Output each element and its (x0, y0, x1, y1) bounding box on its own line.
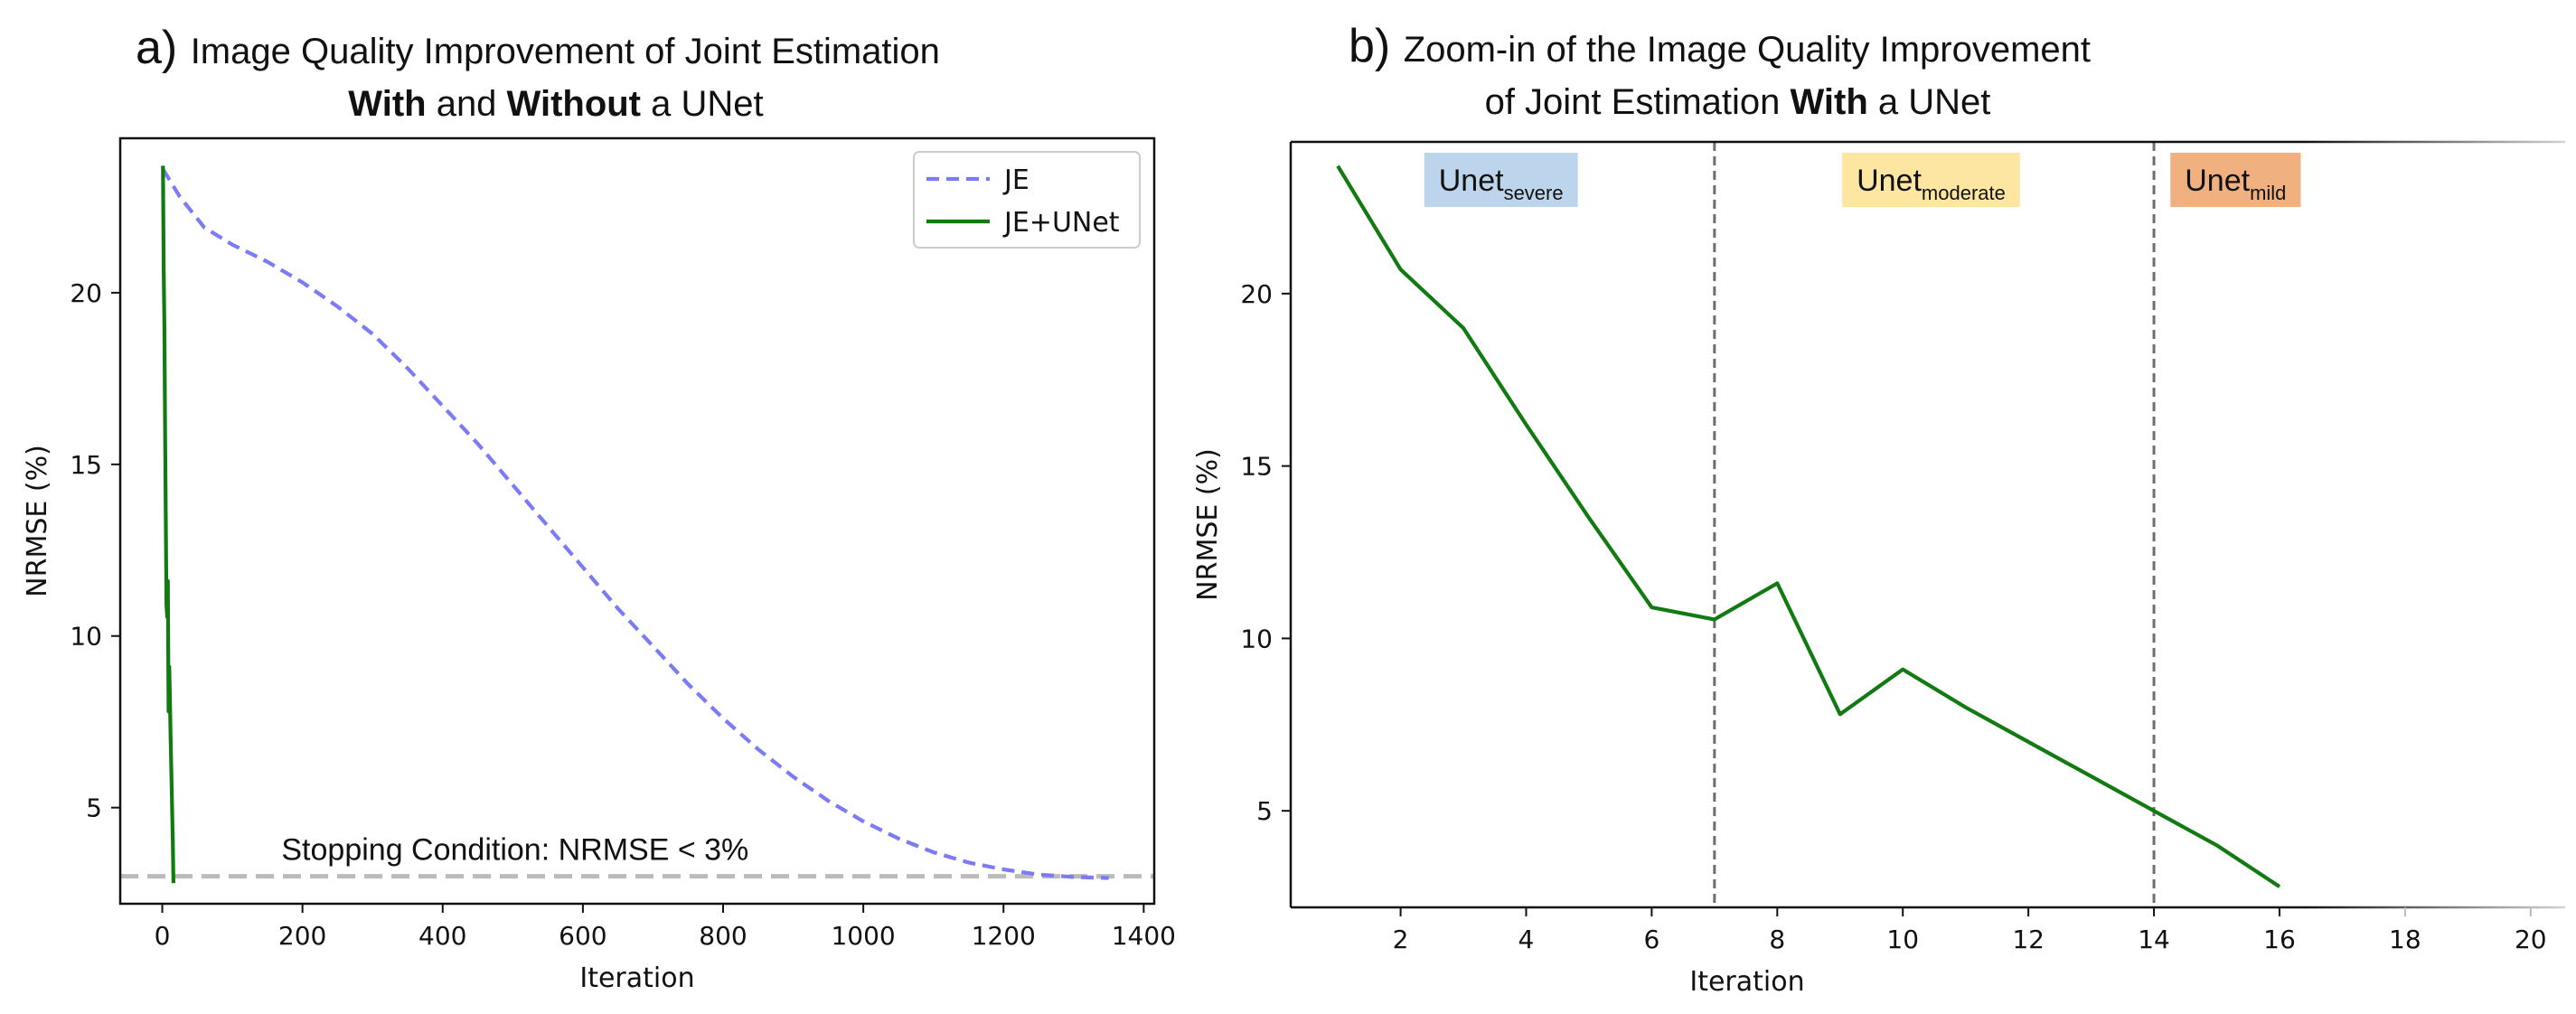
x-tick-label: 6 (1643, 925, 1659, 954)
y-tick-label: 15 (70, 450, 102, 480)
x-axis-label: Iteration (579, 962, 694, 994)
region-label-box (1842, 153, 2020, 207)
y-tick-label: 10 (70, 622, 102, 652)
x-tick-label: 14 (2138, 925, 2170, 954)
region-label: Unetmoderate (1842, 153, 2020, 207)
y-tick-label: 5 (86, 793, 102, 823)
legend-box (913, 151, 1141, 249)
y-tick-label: 10 (1240, 624, 1273, 653)
series-group (1336, 164, 2281, 888)
title-part: With (348, 84, 426, 124)
panel-letter: b) (1349, 20, 1404, 72)
panel-letter: a) (136, 22, 191, 74)
x-tick-label: 0 (155, 921, 171, 951)
x-tick-label: 800 (699, 921, 747, 951)
fade-overlay (2304, 138, 2576, 958)
title-part: and (427, 84, 507, 124)
series-line-je-unet (161, 165, 175, 884)
chart-title: a) Image Quality Improvement of Joint Es… (136, 22, 940, 74)
region-label-text: Unetsevere (1439, 164, 1564, 204)
panel-b-chart: b) Zoom-in of the Image Quality Improvem… (1192, 20, 2576, 998)
region-label-text: Unetmild (2185, 164, 2286, 204)
region-label-main: Unet (1857, 164, 1922, 198)
x-tick-label: 8 (1769, 925, 1785, 954)
title-part: of Joint Estimation (1485, 82, 1791, 122)
series-group (161, 165, 1109, 884)
axes-frame (118, 136, 1156, 906)
title-part: With (1791, 82, 1868, 122)
x-tick-label: 18 (2389, 925, 2421, 954)
panel-a-chart: a) Image Quality Improvement of Joint Es… (22, 22, 1176, 994)
y-tick-label: 20 (1240, 279, 1273, 309)
region-label-box (1424, 153, 1578, 207)
title-part: a UNet (1868, 82, 1991, 122)
title-part: a UNet (641, 84, 764, 124)
region-label-main: Unet (2185, 164, 2250, 198)
chart-title-line2: With and Without a UNet (348, 84, 763, 124)
x-tick-label: 600 (559, 921, 606, 951)
legend-label: JE+UNet (1002, 207, 1120, 239)
chart-title-line1: Zoom-in of the Image Quality Improvement (1404, 30, 2091, 70)
y-tick-label: 20 (70, 278, 102, 308)
x-tick-label: 400 (418, 921, 466, 951)
region-label-sub: moderate (1922, 182, 2006, 204)
x-axis-label: Iteration (1689, 966, 1804, 998)
x-tick-label: 10 (1886, 925, 1919, 954)
x-tick-label: 20 (2515, 925, 2547, 954)
x-tick-label: 200 (278, 921, 326, 951)
region-label: Unetsevere (1424, 153, 1578, 207)
series-line-je (161, 168, 1109, 880)
region-label-sub: severe (1504, 182, 1564, 204)
region-label-main: Unet (1439, 164, 1504, 198)
y-tick-label: 5 (1256, 796, 1273, 826)
x-tick-label: 2 (1393, 925, 1409, 954)
region-label-box (2170, 153, 2301, 207)
x-tick-label: 1000 (831, 921, 895, 951)
region-label-sub: mild (2250, 182, 2286, 204)
chart-title-line1: Image Quality Improvement of Joint Estim… (191, 32, 940, 71)
chart-title-line2: of Joint Estimation With a UNet (1485, 82, 1991, 122)
title-part: Without (507, 84, 641, 124)
region-label: Unetmild (2170, 153, 2301, 207)
chart-title: b) Zoom-in of the Image Quality Improvem… (1349, 20, 2091, 72)
y-tick-label: 15 (1240, 452, 1273, 482)
series-line-je-unet (1336, 164, 2281, 888)
region-label-text: Unetmoderate (1857, 164, 2006, 204)
legend-label: JE (1002, 164, 1029, 196)
y-axis-label: NRMSE (%) (22, 445, 53, 597)
x-tick-label: 12 (2012, 925, 2045, 954)
x-tick-label: 1200 (972, 921, 1036, 951)
x-tick-label: 1400 (1112, 921, 1176, 951)
x-tick-label: 4 (1518, 925, 1535, 954)
stopping-condition-label: Stopping Condition: NRMSE < 3% (281, 833, 748, 868)
x-tick-label: 16 (2263, 925, 2296, 954)
y-axis-label: NRMSE (%) (1192, 448, 1224, 601)
